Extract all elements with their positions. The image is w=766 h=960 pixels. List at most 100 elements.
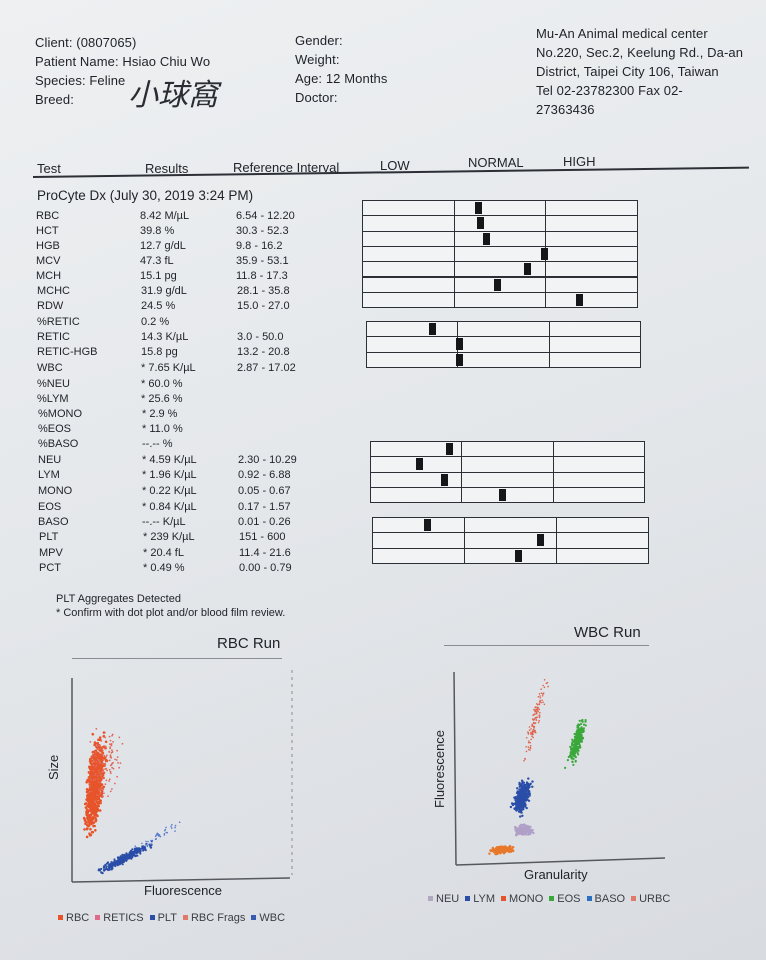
gauge-low-cell <box>362 215 455 232</box>
test-name: MCH <box>36 270 62 282</box>
test-result: 47.3 fL <box>140 255 174 267</box>
test-result: * 0.84 K/µL <box>142 501 197 513</box>
legend-swatch <box>501 896 507 901</box>
test-name: LYM <box>38 469 60 481</box>
rbc-xlabel: Fluorescence <box>144 883 223 898</box>
test-reference: 2.87 - 17.02 <box>237 362 296 374</box>
gauge-marker <box>424 519 432 531</box>
wbc-dot-clusters <box>488 679 587 856</box>
test-name: RETIC-HGB <box>37 346 98 358</box>
gauge-marker <box>477 217 485 230</box>
gauge-marker <box>474 202 482 214</box>
test-name: HGB <box>36 240 60 252</box>
test-reference: 9.8 - 16.2 <box>236 240 283 252</box>
wbc-run-title: WBC Run <box>574 624 641 641</box>
gauge-group <box>366 321 641 368</box>
gauge-low-cell <box>372 532 465 549</box>
test-name: MPV <box>39 547 63 559</box>
test-reference: 0.17 - 1.57 <box>238 501 291 513</box>
test-reference: 0.92 - 6.88 <box>238 469 291 481</box>
rbc-ylabel: Size <box>46 754 61 780</box>
gauge-high-cell <box>545 276 638 293</box>
wbc-scatter-plot <box>453 671 666 866</box>
test-name: RETIC <box>37 331 70 343</box>
test-result: * 0.22 K/µL <box>142 485 197 497</box>
gauge-marker <box>524 263 531 276</box>
test-name: %MONO <box>38 408 82 420</box>
legend-label: BASO <box>594 893 626 905</box>
run-title: ProCyte Dx (July 30, 2019 3:24 PM) <box>37 188 254 203</box>
patient-name: Patient Name: Hsiao Chiu Wo <box>35 54 211 69</box>
rbc-title-rule <box>72 658 282 659</box>
test-name: WBC <box>37 362 63 374</box>
col-low: LOW <box>380 158 410 173</box>
gauge-high-cell <box>552 471 645 488</box>
test-reference: 30.3 - 52.3 <box>236 225 289 237</box>
test-reference: 0.00 - 0.79 <box>239 562 292 574</box>
test-reference: 28.1 - 35.8 <box>237 285 290 297</box>
rbc-run-title: RBC Run <box>217 635 281 652</box>
test-name: EOS <box>38 501 62 513</box>
gauge-marker <box>416 458 424 471</box>
gauge-high-cell <box>552 441 645 458</box>
gauge-low-cell <box>372 517 465 534</box>
legend-label: RETICS <box>103 912 144 924</box>
test-name: HCT <box>36 225 59 237</box>
test-name: %RETIC <box>37 316 80 328</box>
clinic-fax: 27363436 <box>536 102 595 117</box>
test-result: 24.5 % <box>141 300 176 312</box>
gauge-normal-cell <box>457 336 550 353</box>
gauge-low-cell <box>366 321 459 338</box>
gauge-high-cell <box>548 351 641 368</box>
weight: Weight: <box>295 52 340 67</box>
test-name: RBC <box>36 210 60 222</box>
species: Species: Feline <box>35 73 126 88</box>
legend-swatch <box>549 896 555 901</box>
test-result: * 0.49 % <box>143 562 185 574</box>
gauge-marker <box>576 293 584 306</box>
rbc-scatter-plot <box>71 670 293 883</box>
clinic-address-1: No.220, Sec.2, Keelung Rd., Da-an <box>536 45 744 60</box>
test-result: 12.7 g/dL <box>140 240 186 252</box>
col-reference: Reference Interval <box>233 160 340 175</box>
test-name: %LYM <box>37 393 69 405</box>
gauge-normal-cell <box>464 547 557 564</box>
gauge-marker <box>446 443 454 455</box>
gauge-normal-cell <box>461 486 554 504</box>
gauge-normal-cell <box>453 291 547 309</box>
gauge-normal-cell <box>457 321 550 338</box>
clinic-phone: Tel 02-23782300 Fax 02- <box>536 83 683 98</box>
gauge-group <box>370 441 645 504</box>
gauge-group <box>372 517 649 564</box>
test-result: * 25.6 % <box>141 393 183 405</box>
gauge-high-cell <box>545 245 638 263</box>
gender: Gender: <box>295 33 343 48</box>
rbc-dot-clusters <box>82 727 181 875</box>
test-result: 8.42 M/µL <box>140 210 190 222</box>
test-reference: 2.30 - 10.29 <box>238 454 297 466</box>
gauge-marker <box>482 232 490 245</box>
gauge-high-cell <box>556 532 649 549</box>
test-name: MONO <box>38 485 73 497</box>
urbc-cluster <box>523 679 549 762</box>
test-name: MCV <box>36 255 61 267</box>
legend-label: NEU <box>436 893 460 905</box>
gauge-high-cell <box>545 230 638 247</box>
neu-cluster <box>513 823 535 837</box>
gauge-marker <box>456 353 464 366</box>
lym-cluster <box>509 777 534 818</box>
rbc-axes <box>71 670 293 883</box>
gauge-low-cell <box>362 276 455 293</box>
gauge-low-cell <box>362 261 455 278</box>
legend-swatch <box>428 896 433 901</box>
test-result: 0.2 % <box>141 316 170 328</box>
gauge-low-cell <box>362 200 455 217</box>
gauge-normal-cell <box>453 230 547 247</box>
legend-swatch <box>465 896 471 901</box>
gauge-marker <box>440 473 448 486</box>
test-name: NEU <box>38 454 62 466</box>
test-result: * 2.9 % <box>142 408 178 420</box>
wbc-cluster <box>134 821 181 851</box>
test-result: --.-- K/µL <box>142 516 186 528</box>
